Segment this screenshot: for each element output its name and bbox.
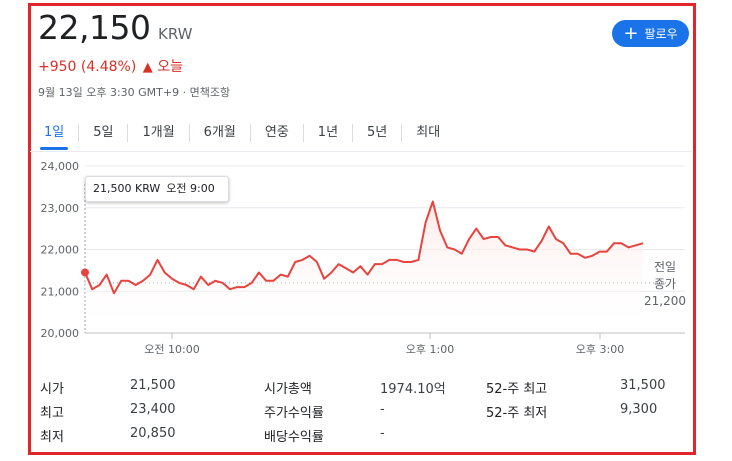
tab-5y[interactable]: 5년: [367, 125, 388, 140]
follow-button[interactable]: + 팔로우: [612, 20, 689, 47]
tab-5d[interactable]: 5일: [93, 125, 114, 140]
x-tick-label: 오후 3:00: [576, 343, 624, 356]
tab-separator: [249, 124, 251, 142]
y-tick-label: 24,000: [41, 160, 80, 173]
tabs-underline: [30, 151, 692, 152]
stat-value-pe-ratio: -: [380, 402, 385, 417]
y-tick-label: 22,000: [41, 244, 80, 257]
y-tick-label: 23,000: [41, 202, 80, 215]
stat-value-dividend-yield: -: [380, 426, 385, 441]
range-tabs: 1일 5일 1개월 6개월 연중 1년 5년 최대: [30, 118, 454, 150]
follow-label: 팔로우: [644, 27, 678, 41]
stat-label-high: 최고: [40, 406, 64, 421]
tooltip-time: 오전 9:00: [166, 182, 215, 195]
tab-6m[interactable]: 6개월: [203, 125, 236, 140]
tab-1y[interactable]: 1년: [317, 125, 339, 140]
hover-dot: [81, 268, 89, 277]
stat-label-open: 시가: [40, 382, 64, 397]
stat-label-low: 최저: [40, 430, 64, 445]
tab-separator: [78, 124, 80, 142]
stat-label-market-cap: 시가총액: [264, 382, 312, 397]
previous-close-label-2: 종가: [653, 277, 677, 291]
tab-1m[interactable]: 1개월: [142, 125, 175, 140]
chart-tooltip: 21,500 KRW 오전 9:00: [85, 176, 229, 202]
quote-timestamp: 9월 13일 오후 3:30 GMT+9 · 면책조항: [38, 86, 231, 99]
tooltip-price: 21,500 KRW: [93, 182, 161, 195]
stat-label-pe-ratio: 주가수익률: [264, 406, 324, 421]
previous-close: 전일 종가 21,200: [644, 259, 686, 310]
stat-label-52w-high: 52-주 최고: [486, 382, 548, 397]
tab-ytd[interactable]: 연중: [264, 125, 289, 140]
stat-value-market-cap: 1974.10억: [380, 382, 446, 397]
tab-separator: [401, 124, 403, 142]
tab-separator: [127, 124, 129, 142]
stat-value-open: 21,500: [130, 378, 176, 393]
plus-icon: +: [623, 22, 639, 44]
tab-separator: [352, 124, 354, 142]
y-tick-label: 21,000: [41, 285, 80, 298]
stat-value-high: 23,400: [130, 402, 176, 417]
x-tick-label: 오전 10:00: [144, 343, 199, 356]
price-line: [84, 200, 644, 295]
change-period: 오늘: [157, 59, 183, 75]
tab-separator: [302, 124, 304, 142]
tab-1d[interactable]: 1일: [30, 120, 78, 150]
arrow-up-icon: ▲: [142, 60, 153, 75]
stat-value-52w-high: 31,500: [620, 378, 666, 393]
stat-label-52w-low: 52-주 최저: [486, 406, 548, 421]
stat-value-52w-low: 9,300: [620, 402, 658, 417]
x-tick-label: 오후 1:00: [406, 343, 454, 356]
tab-max[interactable]: 최대: [416, 125, 441, 140]
price-change: +950 (4.48%) ▲ 오늘: [38, 56, 183, 76]
tab-separator: [188, 124, 190, 142]
previous-close-value: 21,200: [644, 294, 686, 308]
stat-value-low: 20,850: [130, 426, 176, 441]
currency-label: KRW: [158, 25, 193, 43]
stat-label-dividend-yield: 배당수익률: [264, 430, 324, 445]
change-value: +950 (4.48%): [38, 59, 137, 75]
price-chart[interactable]: 24,000 23,000 22,000 21,000 20,000 오전 10:00 오후…: [30, 155, 695, 360]
stock-price: 22,150: [38, 8, 151, 47]
highlight-frame: [28, 3, 696, 455]
y-tick-label: 20,000: [41, 327, 80, 340]
previous-close-label-1: 전일: [653, 260, 677, 274]
area-fill: [85, 201, 643, 333]
